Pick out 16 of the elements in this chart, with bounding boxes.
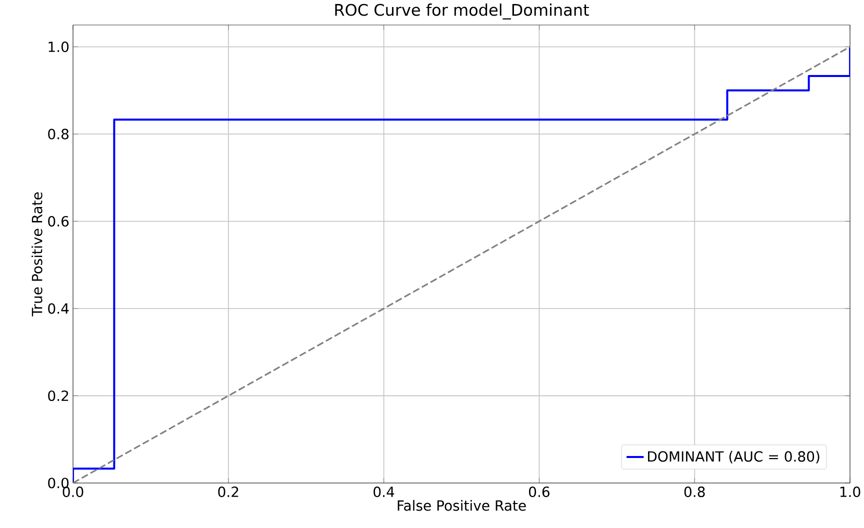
y-tick-label: 0.4 (48, 303, 69, 314)
legend-label: DOMINANT (AUC = 0.80) (648, 450, 820, 464)
x-tick-label: 1.0 (840, 486, 860, 498)
y-tick-label: 1.0 (48, 42, 69, 52)
x-tick-label: 0.2 (218, 486, 238, 498)
x-tick-label: 0.0 (62, 486, 84, 498)
x-tick-label: 0.8 (684, 486, 705, 498)
x-tick-label: 0.4 (374, 486, 394, 498)
x-tick-label: 0.6 (529, 486, 550, 498)
x-axis-title: False Positive Rate (398, 500, 526, 511)
y-tick-label: 0.2 (48, 390, 68, 402)
y-tick-label: 0.8 (48, 128, 69, 140)
y-tick-label: 0.0 (48, 478, 69, 488)
y-tick-label: 0.6 (48, 216, 69, 227)
chart-title: ROC Curve for model_Dominant (335, 4, 589, 20)
y-axis-title: True Positive Rate (32, 192, 42, 316)
